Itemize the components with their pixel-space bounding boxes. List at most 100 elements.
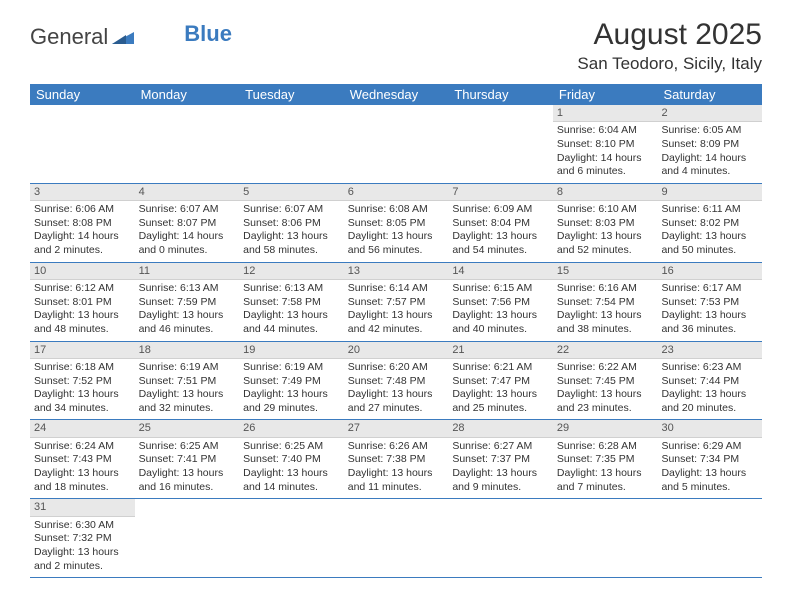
sunset-text: Sunset: 7:48 PM <box>348 375 445 389</box>
empty-cell <box>657 499 762 577</box>
sunrise-text: Sunrise: 6:11 AM <box>661 203 758 217</box>
daylight-text: Daylight: 13 hours <box>557 388 654 402</box>
day-number: 13 <box>344 263 449 280</box>
daylight-text-2: and 0 minutes. <box>139 244 236 258</box>
day-cell: 20Sunrise: 6:20 AMSunset: 7:48 PMDayligh… <box>344 342 449 420</box>
day-number: 9 <box>657 184 762 201</box>
daylight-text-2: and 46 minutes. <box>139 323 236 337</box>
day-body: Sunrise: 6:25 AMSunset: 7:41 PMDaylight:… <box>135 438 240 499</box>
day-number: 20 <box>344 342 449 359</box>
daylight-text: Daylight: 13 hours <box>452 467 549 481</box>
sunset-text: Sunset: 7:58 PM <box>243 296 340 310</box>
sunset-text: Sunset: 7:34 PM <box>661 453 758 467</box>
daylight-text-2: and 34 minutes. <box>34 402 131 416</box>
logo-text-2: Blue <box>184 21 232 47</box>
sunset-text: Sunset: 8:01 PM <box>34 296 131 310</box>
sunrise-text: Sunrise: 6:23 AM <box>661 361 758 375</box>
weekday-header-row: SundayMondayTuesdayWednesdayThursdayFrid… <box>30 84 762 105</box>
sunset-text: Sunset: 7:37 PM <box>452 453 549 467</box>
day-cell: 8Sunrise: 6:10 AMSunset: 8:03 PMDaylight… <box>553 184 658 262</box>
day-number: 14 <box>448 263 553 280</box>
week-row: 24Sunrise: 6:24 AMSunset: 7:43 PMDayligh… <box>30 420 762 499</box>
sunset-text: Sunset: 7:32 PM <box>34 532 131 546</box>
daylight-text: Daylight: 13 hours <box>243 388 340 402</box>
daylight-text: Daylight: 14 hours <box>139 230 236 244</box>
day-cell: 3Sunrise: 6:06 AMSunset: 8:08 PMDaylight… <box>30 184 135 262</box>
day-number: 27 <box>344 420 449 437</box>
sunset-text: Sunset: 7:57 PM <box>348 296 445 310</box>
daylight-text-2: and 2 minutes. <box>34 560 131 574</box>
sunrise-text: Sunrise: 6:10 AM <box>557 203 654 217</box>
sunrise-text: Sunrise: 6:28 AM <box>557 440 654 454</box>
sunrise-text: Sunrise: 6:05 AM <box>661 124 758 138</box>
day-body: Sunrise: 6:26 AMSunset: 7:38 PMDaylight:… <box>344 438 449 499</box>
sunset-text: Sunset: 7:45 PM <box>557 375 654 389</box>
day-body: Sunrise: 6:22 AMSunset: 7:45 PMDaylight:… <box>553 359 658 420</box>
day-cell: 19Sunrise: 6:19 AMSunset: 7:49 PMDayligh… <box>239 342 344 420</box>
sunset-text: Sunset: 7:52 PM <box>34 375 131 389</box>
daylight-text: Daylight: 13 hours <box>34 546 131 560</box>
day-number: 7 <box>448 184 553 201</box>
empty-cell <box>344 105 449 183</box>
sunrise-text: Sunrise: 6:18 AM <box>34 361 131 375</box>
daylight-text-2: and 38 minutes. <box>557 323 654 337</box>
title-block: August 2025 San Teodoro, Sicily, Italy <box>577 18 762 74</box>
sunrise-text: Sunrise: 6:25 AM <box>243 440 340 454</box>
day-body: Sunrise: 6:28 AMSunset: 7:35 PMDaylight:… <box>553 438 658 499</box>
day-body: Sunrise: 6:18 AMSunset: 7:52 PMDaylight:… <box>30 359 135 420</box>
sunset-text: Sunset: 8:04 PM <box>452 217 549 231</box>
day-body: Sunrise: 6:20 AMSunset: 7:48 PMDaylight:… <box>344 359 449 420</box>
sunrise-text: Sunrise: 6:08 AM <box>348 203 445 217</box>
day-body: Sunrise: 6:16 AMSunset: 7:54 PMDaylight:… <box>553 280 658 341</box>
day-number: 17 <box>30 342 135 359</box>
empty-cell <box>344 499 449 577</box>
sunset-text: Sunset: 7:43 PM <box>34 453 131 467</box>
daylight-text: Daylight: 13 hours <box>557 309 654 323</box>
day-cell: 5Sunrise: 6:07 AMSunset: 8:06 PMDaylight… <box>239 184 344 262</box>
day-cell: 25Sunrise: 6:25 AMSunset: 7:41 PMDayligh… <box>135 420 240 498</box>
daylight-text-2: and 20 minutes. <box>661 402 758 416</box>
day-body: Sunrise: 6:05 AMSunset: 8:09 PMDaylight:… <box>657 122 762 183</box>
day-body: Sunrise: 6:23 AMSunset: 7:44 PMDaylight:… <box>657 359 762 420</box>
daylight-text: Daylight: 13 hours <box>139 388 236 402</box>
sunset-text: Sunset: 7:44 PM <box>661 375 758 389</box>
daylight-text: Daylight: 13 hours <box>661 467 758 481</box>
daylight-text: Daylight: 13 hours <box>243 309 340 323</box>
day-body: Sunrise: 6:14 AMSunset: 7:57 PMDaylight:… <box>344 280 449 341</box>
sunrise-text: Sunrise: 6:04 AM <box>557 124 654 138</box>
sunrise-text: Sunrise: 6:24 AM <box>34 440 131 454</box>
day-body: Sunrise: 6:19 AMSunset: 7:49 PMDaylight:… <box>239 359 344 420</box>
sunrise-text: Sunrise: 6:21 AM <box>452 361 549 375</box>
day-cell: 6Sunrise: 6:08 AMSunset: 8:05 PMDaylight… <box>344 184 449 262</box>
daylight-text-2: and 52 minutes. <box>557 244 654 258</box>
day-body: Sunrise: 6:27 AMSunset: 7:37 PMDaylight:… <box>448 438 553 499</box>
sunset-text: Sunset: 8:07 PM <box>139 217 236 231</box>
daylight-text-2: and 54 minutes. <box>452 244 549 258</box>
day-number: 16 <box>657 263 762 280</box>
day-body: Sunrise: 6:15 AMSunset: 7:56 PMDaylight:… <box>448 280 553 341</box>
day-cell: 2Sunrise: 6:05 AMSunset: 8:09 PMDaylight… <box>657 105 762 183</box>
day-body: Sunrise: 6:13 AMSunset: 7:58 PMDaylight:… <box>239 280 344 341</box>
sunrise-text: Sunrise: 6:26 AM <box>348 440 445 454</box>
day-cell: 7Sunrise: 6:09 AMSunset: 8:04 PMDaylight… <box>448 184 553 262</box>
weekday-tuesday: Tuesday <box>239 84 344 105</box>
sunset-text: Sunset: 8:06 PM <box>243 217 340 231</box>
sunrise-text: Sunrise: 6:25 AM <box>139 440 236 454</box>
day-number: 10 <box>30 263 135 280</box>
week-row: 10Sunrise: 6:12 AMSunset: 8:01 PMDayligh… <box>30 263 762 342</box>
day-body: Sunrise: 6:07 AMSunset: 8:06 PMDaylight:… <box>239 201 344 262</box>
sunset-text: Sunset: 7:40 PM <box>243 453 340 467</box>
daylight-text-2: and 42 minutes. <box>348 323 445 337</box>
sunset-text: Sunset: 7:49 PM <box>243 375 340 389</box>
day-cell: 17Sunrise: 6:18 AMSunset: 7:52 PMDayligh… <box>30 342 135 420</box>
day-cell: 13Sunrise: 6:14 AMSunset: 7:57 PMDayligh… <box>344 263 449 341</box>
daylight-text-2: and 14 minutes. <box>243 481 340 495</box>
weekday-friday: Friday <box>553 84 658 105</box>
daylight-text: Daylight: 13 hours <box>661 388 758 402</box>
day-number: 30 <box>657 420 762 437</box>
sunset-text: Sunset: 7:41 PM <box>139 453 236 467</box>
empty-cell <box>135 499 240 577</box>
day-body: Sunrise: 6:25 AMSunset: 7:40 PMDaylight:… <box>239 438 344 499</box>
sunset-text: Sunset: 7:56 PM <box>452 296 549 310</box>
day-cell: 22Sunrise: 6:22 AMSunset: 7:45 PMDayligh… <box>553 342 658 420</box>
